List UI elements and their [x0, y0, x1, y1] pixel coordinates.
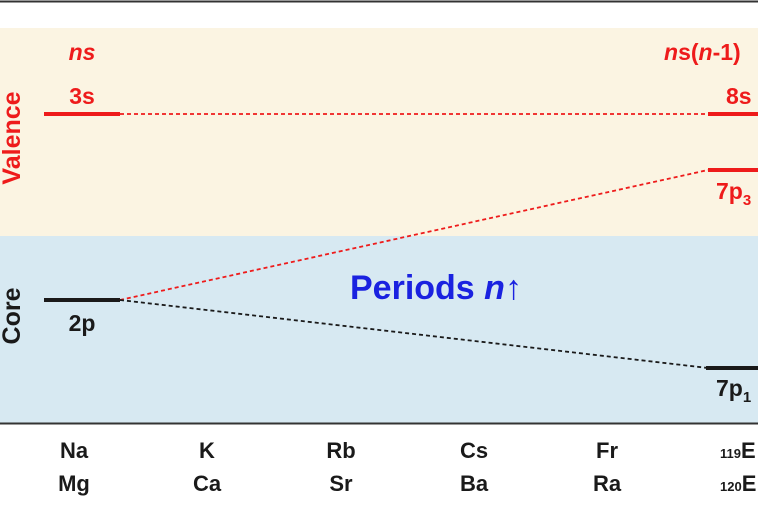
level-7p1-label: 7p1 — [716, 375, 751, 406]
level-3s-label: 3s — [69, 83, 95, 109]
right-column-header: ns(n-1) — [664, 39, 741, 65]
element-label: Fr — [596, 438, 618, 463]
element-label: Ba — [460, 471, 489, 496]
periods-label: Periods n↑ — [350, 269, 522, 307]
left-column-header: ns — [69, 39, 96, 65]
element-label: Ra — [593, 471, 622, 496]
element-119-label: 119E — [720, 438, 756, 463]
element-label: Cs — [460, 438, 488, 463]
valence-region — [0, 28, 758, 236]
level-2p-label: 2p — [69, 310, 96, 336]
level-8s-label: 8s — [726, 83, 752, 109]
valence-label: Valence — [0, 91, 26, 184]
element-label: Mg — [58, 471, 90, 496]
element-label: Rb — [326, 438, 355, 463]
level-7p3-label: 7p3 — [716, 178, 751, 209]
element-label: Ca — [193, 471, 222, 496]
core-label: Core — [0, 287, 26, 344]
element-label: K — [199, 438, 215, 463]
element-120-label: 120E — [720, 471, 756, 496]
connector-2p-7p3 — [119, 169, 709, 301]
element-row-2: Mg Ca Sr Ba Ra — [58, 471, 622, 496]
element-label: Sr — [329, 471, 353, 496]
element-row-1: Na K Rb Cs Fr — [60, 438, 619, 463]
connector-2p-7p1 — [119, 299, 709, 369]
element-label: Na — [60, 438, 89, 463]
